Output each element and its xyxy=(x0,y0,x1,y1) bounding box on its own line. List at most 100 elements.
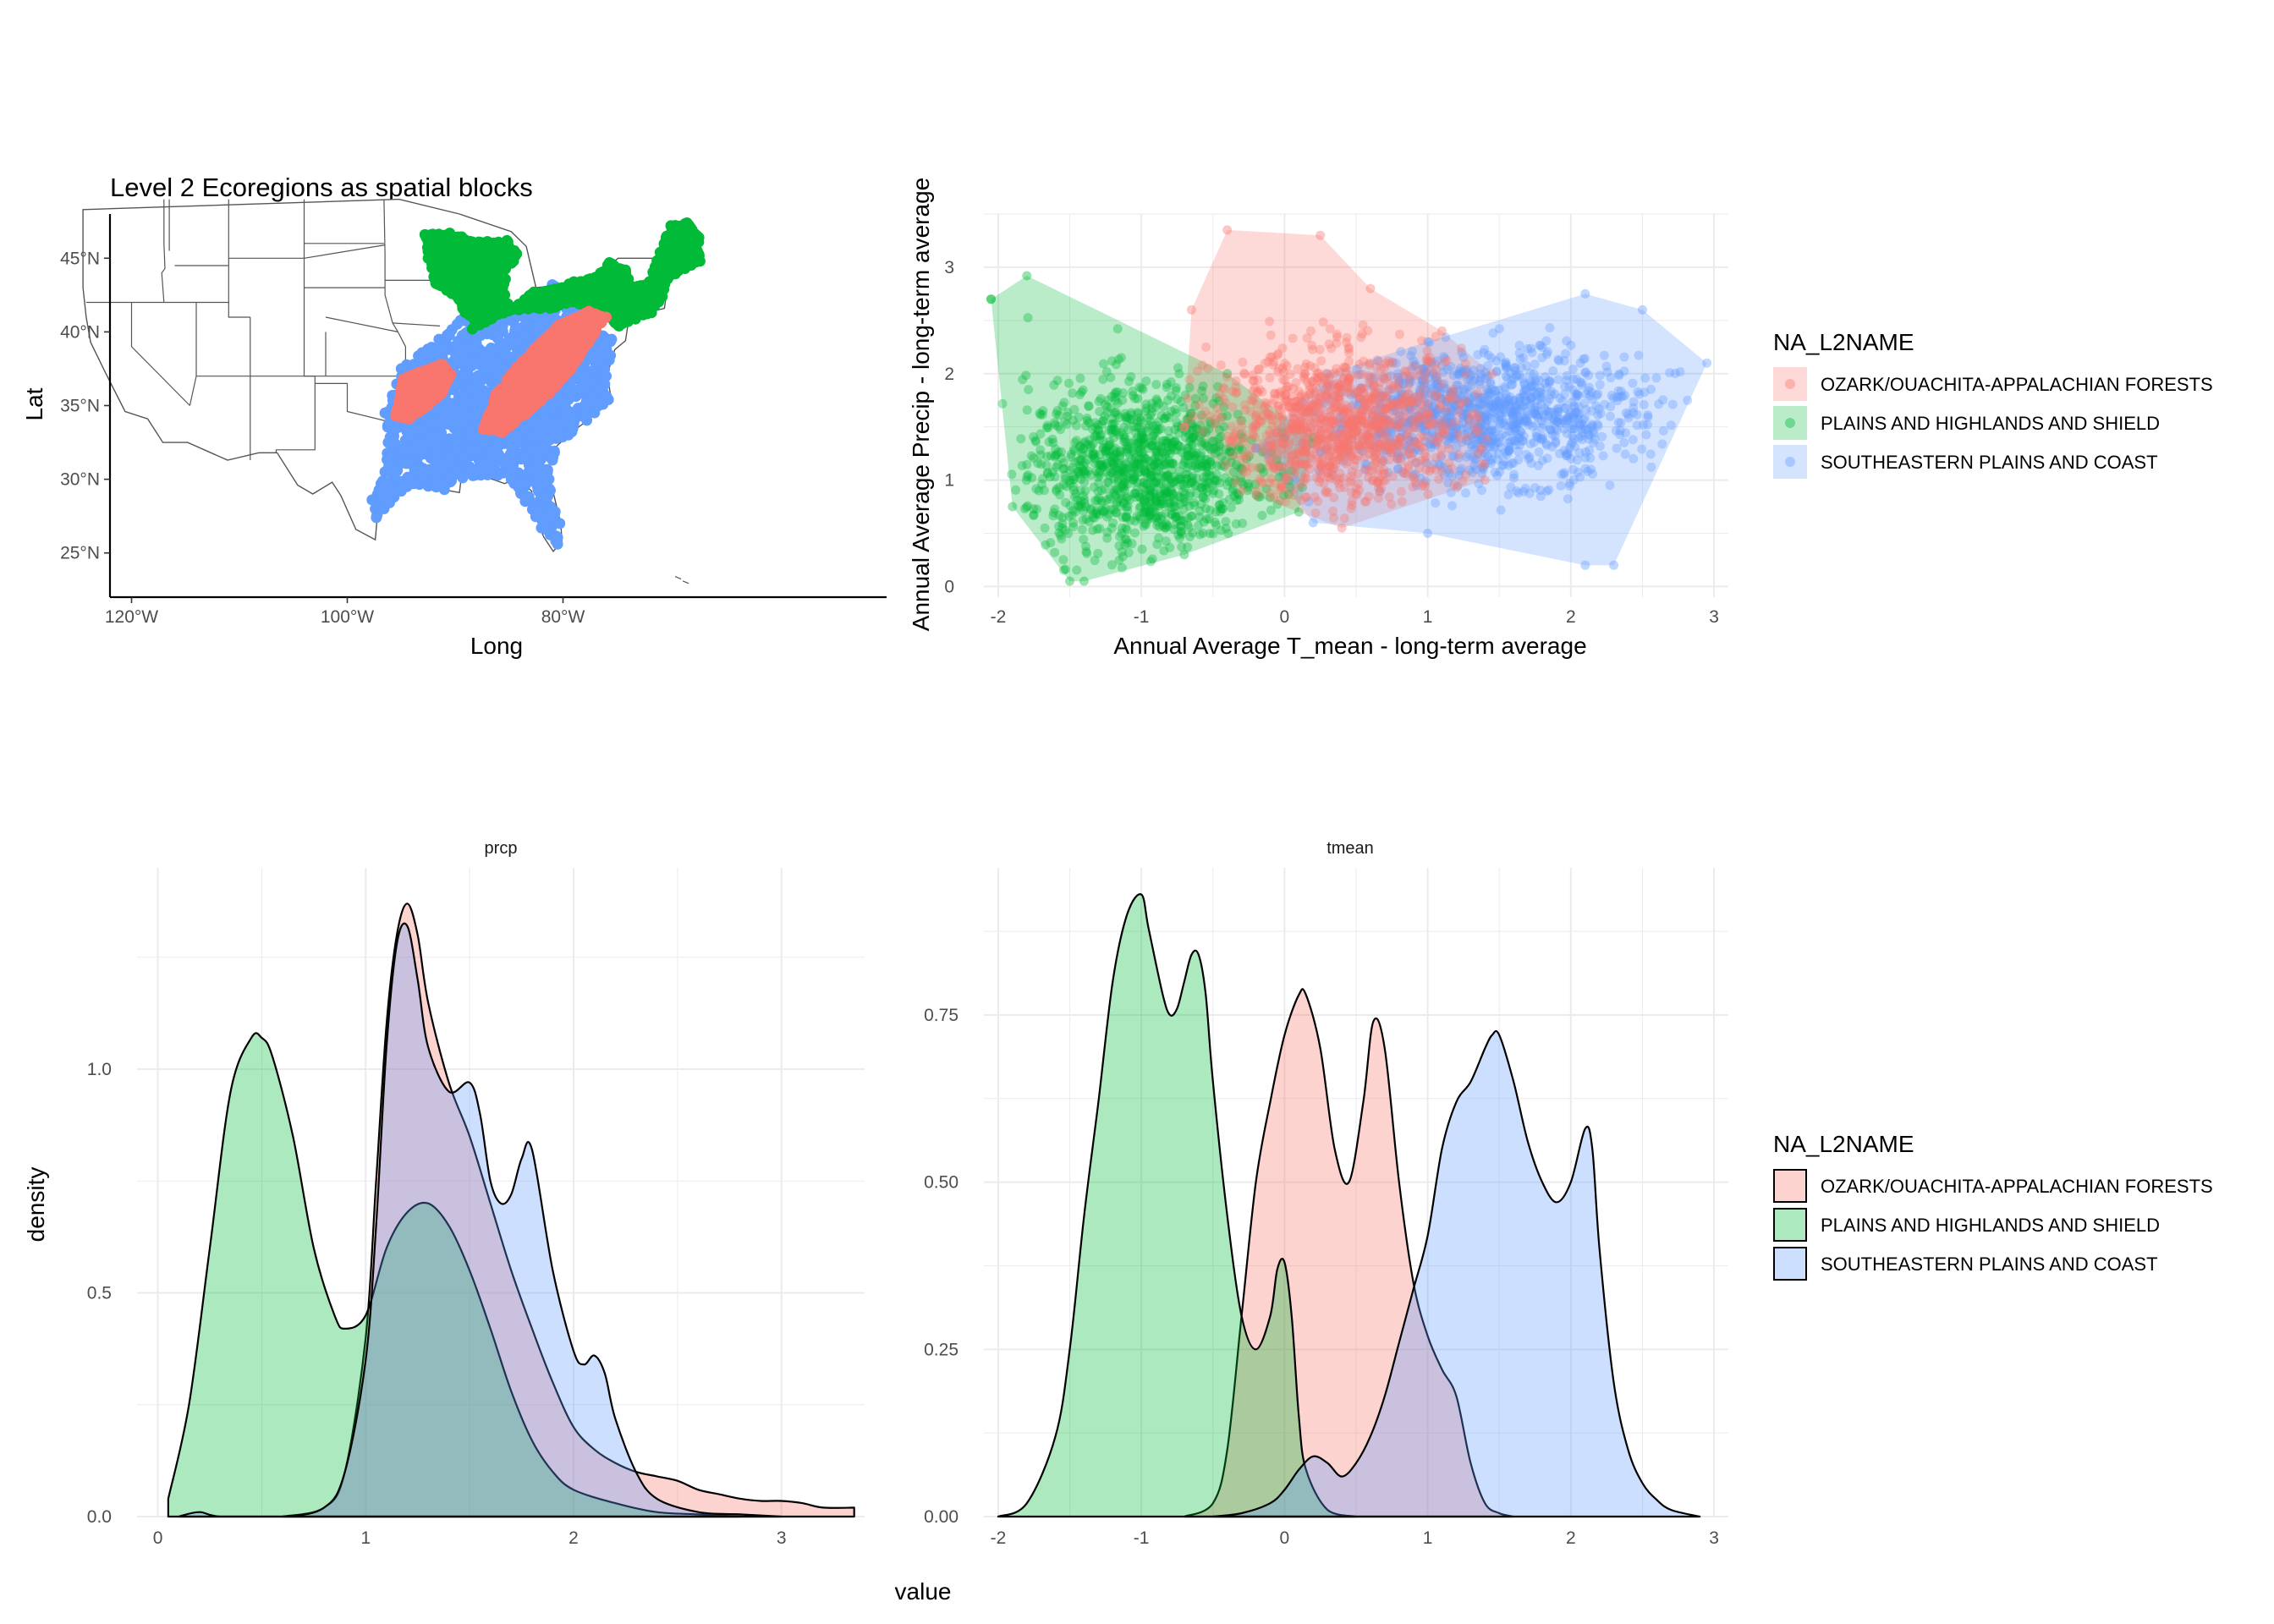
map-point xyxy=(464,342,476,354)
map-point xyxy=(547,505,559,517)
map-point xyxy=(654,246,666,258)
map-point xyxy=(457,303,469,314)
map-point xyxy=(437,387,448,398)
map-point xyxy=(475,456,487,467)
map-point xyxy=(452,430,464,442)
map-point xyxy=(461,289,473,301)
map-point xyxy=(617,310,629,322)
state-border xyxy=(130,302,190,406)
map-point xyxy=(440,270,452,282)
map-point xyxy=(588,391,600,403)
map-point xyxy=(475,257,486,269)
map-point xyxy=(463,370,475,381)
map-point xyxy=(507,436,519,448)
map-point xyxy=(568,412,580,424)
map-point xyxy=(484,359,496,371)
map-point xyxy=(656,263,667,275)
map-point xyxy=(473,466,485,478)
map-point xyxy=(544,399,556,411)
map-point xyxy=(528,286,540,298)
map-point xyxy=(626,282,638,294)
map-point xyxy=(665,220,677,232)
map-point xyxy=(499,344,511,356)
map-point xyxy=(418,425,430,436)
map-point xyxy=(514,481,525,493)
map-point xyxy=(481,469,493,480)
map-point xyxy=(446,399,458,411)
map-point xyxy=(437,359,448,370)
map-point xyxy=(534,430,545,442)
map-point xyxy=(511,248,523,260)
map-point xyxy=(552,538,563,550)
map-point xyxy=(623,292,634,304)
map-point xyxy=(471,406,483,418)
state-border xyxy=(228,199,250,318)
map-point xyxy=(548,283,560,295)
map-point xyxy=(534,325,546,337)
map-point xyxy=(457,356,469,368)
map-point xyxy=(645,307,657,319)
map-point xyxy=(477,283,489,295)
map-point xyxy=(543,474,555,486)
map-point xyxy=(492,469,503,481)
map-point xyxy=(433,420,445,432)
map-point xyxy=(513,304,525,315)
map-point xyxy=(463,431,475,443)
map-point xyxy=(554,518,566,529)
plains-region xyxy=(419,217,706,335)
map-point xyxy=(505,474,517,486)
map-point xyxy=(538,287,550,299)
map-point xyxy=(606,333,618,345)
map-point xyxy=(444,228,456,239)
state-border xyxy=(325,316,398,332)
map-point xyxy=(601,370,612,382)
map-point xyxy=(509,321,521,333)
map-point xyxy=(679,263,691,274)
map-point xyxy=(393,421,404,433)
map-point xyxy=(595,336,606,348)
map-point xyxy=(494,451,505,463)
state-border xyxy=(315,382,409,427)
map-point xyxy=(644,276,655,288)
map-point xyxy=(415,437,426,448)
map-plot-area xyxy=(82,198,887,599)
map-point xyxy=(457,472,469,484)
map-point xyxy=(519,496,531,508)
map-point xyxy=(480,346,492,358)
map-point xyxy=(413,465,425,476)
map-point xyxy=(459,244,470,255)
map-point xyxy=(398,373,409,385)
map-point xyxy=(458,390,470,402)
map-point xyxy=(570,372,581,384)
map-point xyxy=(448,448,460,460)
map-point xyxy=(429,442,441,453)
map-point xyxy=(376,475,388,487)
map-point xyxy=(445,369,457,381)
map-point xyxy=(619,264,631,276)
map-point xyxy=(451,318,463,330)
map-point xyxy=(536,522,547,534)
map-point xyxy=(501,234,513,246)
map-point xyxy=(426,349,438,361)
map-point xyxy=(568,276,579,288)
map-point xyxy=(379,466,391,478)
map-point xyxy=(470,445,481,457)
map-point xyxy=(431,462,443,474)
map-point xyxy=(513,427,525,439)
map-point xyxy=(486,313,497,325)
map-point xyxy=(541,464,553,475)
map-point xyxy=(694,255,706,267)
map-panel: Level 2 Ecoregions as spatial blocks 25°… xyxy=(21,173,887,659)
map-point xyxy=(433,333,445,345)
map-point xyxy=(432,472,444,484)
map-point xyxy=(466,323,478,335)
map-point xyxy=(666,230,678,242)
map-point xyxy=(415,365,426,377)
map-point xyxy=(430,277,442,289)
map-point xyxy=(600,294,612,305)
map-point xyxy=(597,380,609,392)
map-point xyxy=(487,303,499,314)
map-point xyxy=(497,253,508,265)
map-point xyxy=(488,460,500,472)
map-point xyxy=(604,269,616,281)
